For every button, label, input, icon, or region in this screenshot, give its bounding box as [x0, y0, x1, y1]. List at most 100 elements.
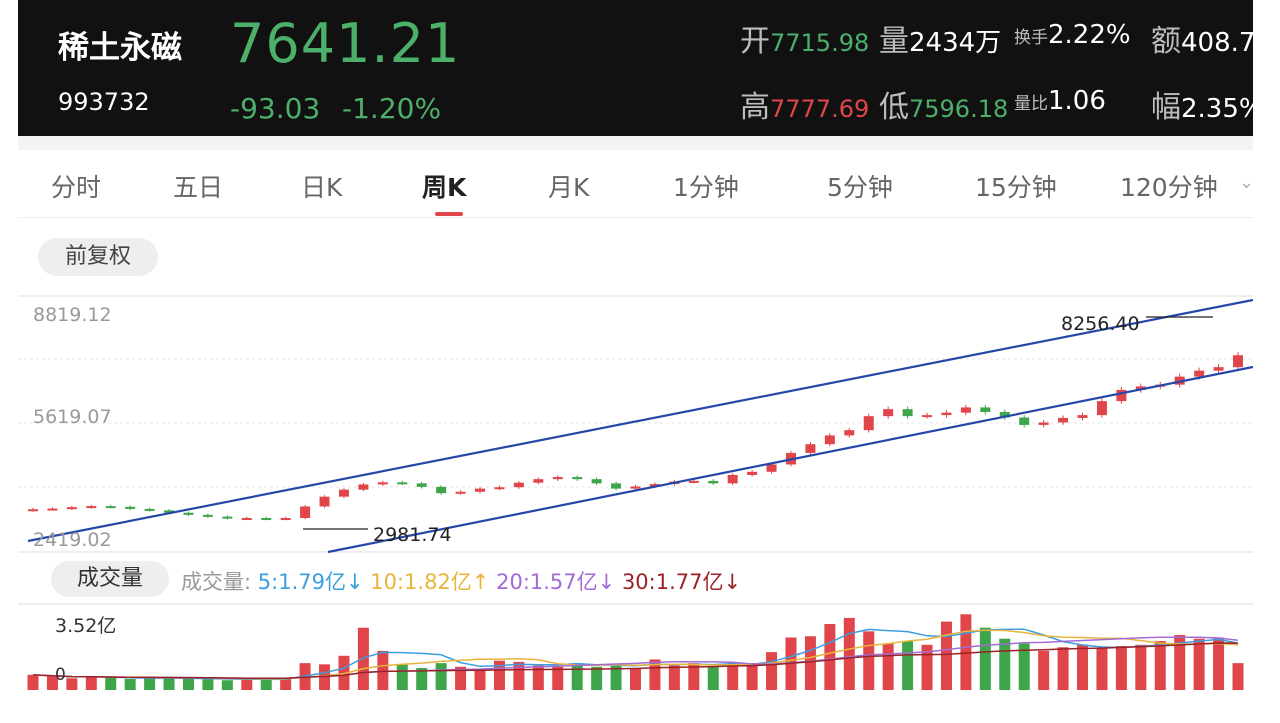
candle-body-43 — [863, 416, 874, 431]
candle-body-60 — [1194, 370, 1205, 377]
candle-body-23 — [475, 488, 486, 492]
candle-body-0 — [28, 509, 38, 512]
volume-zero-label: 0 — [55, 665, 66, 685]
candle-body-3 — [86, 506, 97, 509]
volume-bar-18 — [377, 650, 389, 690]
candle-body-12 — [261, 518, 272, 521]
volume-max-label: 3.52亿 — [55, 615, 117, 637]
open-label: 开 — [740, 24, 770, 59]
volume-bar-45 — [902, 641, 914, 690]
candle-body-57 — [1135, 386, 1146, 390]
price-change: -93.03 — [230, 92, 321, 125]
tab-1min[interactable]: 1分钟 — [673, 173, 739, 202]
volume-ma-legend: 成交量: 5:1.79亿↓ 10:1.82亿↑ 20:1.57亿↓ 30:1.7… — [181, 566, 741, 596]
candle-body-11 — [241, 518, 252, 521]
volume-bar-23 — [474, 669, 486, 690]
stock-name: 稀土永磁 — [58, 30, 182, 66]
volume-bar-35 — [707, 666, 719, 690]
volume-bar-43 — [863, 631, 875, 690]
candle-body-50 — [999, 411, 1010, 418]
volume-bar-54 — [1077, 644, 1089, 690]
tab-monthly-k[interactable]: 月K — [548, 173, 590, 202]
volume-bar-59 — [1174, 635, 1186, 690]
volume-bar-33 — [668, 665, 680, 690]
volume-bar-49 — [979, 627, 991, 690]
candle-body-27 — [552, 477, 563, 480]
tab-intraday[interactable]: 分时 — [51, 173, 102, 202]
candlestick-chart[interactable]: 8819.12 5619.07 2419.02 8256.40 2981.74 — [18, 0, 1253, 723]
tab-weekly-k[interactable]: 周K — [422, 173, 467, 202]
stat-open: 开7715.98 — [740, 16, 869, 60]
low-label: 低 — [879, 90, 909, 125]
stock-code: 993732 — [58, 88, 150, 116]
candle-body-1 — [47, 508, 58, 511]
stat-turnover: 换手2.22% — [1014, 20, 1131, 50]
volume-bar-13 — [280, 677, 292, 690]
tab-120min[interactable]: 120分钟 — [1120, 173, 1218, 202]
volume-bar-6 — [144, 678, 156, 690]
candle-body-40 — [805, 444, 816, 453]
amplitude-value: 2.35% — [1181, 94, 1253, 124]
candle-body-24 — [494, 487, 505, 490]
candle-body-18 — [377, 482, 388, 485]
candle-body-17 — [358, 484, 369, 490]
stat-high: 高7777.69 — [740, 82, 869, 126]
volume-ratio-value: 1.06 — [1048, 86, 1106, 116]
volume-bar-5 — [124, 679, 136, 690]
volume-ratio-label: 量比 — [1014, 94, 1048, 114]
tab-15min[interactable]: 15分钟 — [975, 173, 1057, 202]
volume-bar-0 — [27, 674, 39, 690]
volume-bar-17 — [357, 627, 369, 690]
candle-body-19 — [397, 482, 408, 485]
candle-body-5 — [125, 506, 136, 509]
amount-value: 408.7 — [1181, 28, 1253, 58]
candle-body-51 — [1019, 417, 1030, 425]
candle-body-26 — [533, 479, 544, 483]
candle-body-45 — [902, 409, 913, 417]
tab-five-day[interactable]: 五日 — [173, 173, 224, 202]
stat-amount: 额408.7 — [1151, 16, 1253, 60]
candle-body-16 — [338, 489, 349, 497]
header-gap — [18, 136, 1253, 150]
candle-body-36 — [727, 474, 738, 484]
volume-ma10: 10:1.82亿↑ — [370, 570, 490, 594]
volume-bar-28 — [571, 663, 583, 690]
tab-daily-k[interactable]: 日K — [301, 173, 343, 202]
volume-ma30-line — [32, 642, 1239, 679]
candle-body-38 — [766, 464, 777, 472]
volume-bar-50 — [999, 638, 1011, 690]
volume-ma5: 5:1.79亿↓ — [257, 570, 364, 594]
price-change-percent: -1.20% — [342, 92, 442, 125]
tab-5min[interactable]: 5分钟 — [827, 173, 893, 202]
channel-upper-line — [27, 298, 1253, 543]
candle-body-20 — [416, 483, 427, 487]
y-tick-label-1: 5619.07 — [33, 406, 112, 428]
volume-bar-41 — [824, 624, 836, 690]
low-marker-label: 2981.74 — [373, 524, 452, 546]
volume-ma30: 30:1.77亿↓ — [621, 570, 742, 594]
volume-bar-20 — [416, 668, 428, 690]
amount-label: 额 — [1151, 24, 1181, 59]
volume-indicator-button[interactable]: 成交量 — [51, 561, 169, 597]
stat-low: 低7596.18 — [879, 82, 1008, 126]
volume-ma20: 20:1.57亿↓ — [496, 570, 616, 594]
volume-label: 量 — [879, 24, 909, 59]
chevron-down-icon[interactable]: ⌄ — [1239, 172, 1253, 193]
volume-value: 2434万 — [909, 28, 1002, 58]
candle-body-9 — [202, 514, 213, 517]
volume-bar-42 — [843, 617, 855, 690]
high-label: 高 — [740, 90, 770, 125]
adjust-mode-button[interactable]: 前复权 — [38, 238, 158, 276]
volume-bar-53 — [1057, 647, 1069, 690]
volume-bar-10 — [221, 680, 233, 690]
volume-bar-62 — [1232, 663, 1244, 690]
candle-body-14 — [300, 506, 311, 519]
volume-bar-44 — [882, 643, 894, 690]
volume-bar-57 — [1135, 644, 1147, 690]
volume-bar-26 — [532, 665, 544, 690]
candle-body-6 — [144, 508, 155, 511]
volume-bar-27 — [552, 666, 564, 690]
volume-bar-34 — [688, 663, 700, 690]
candle-body-35 — [708, 480, 719, 484]
candle-body-30 — [611, 483, 622, 489]
